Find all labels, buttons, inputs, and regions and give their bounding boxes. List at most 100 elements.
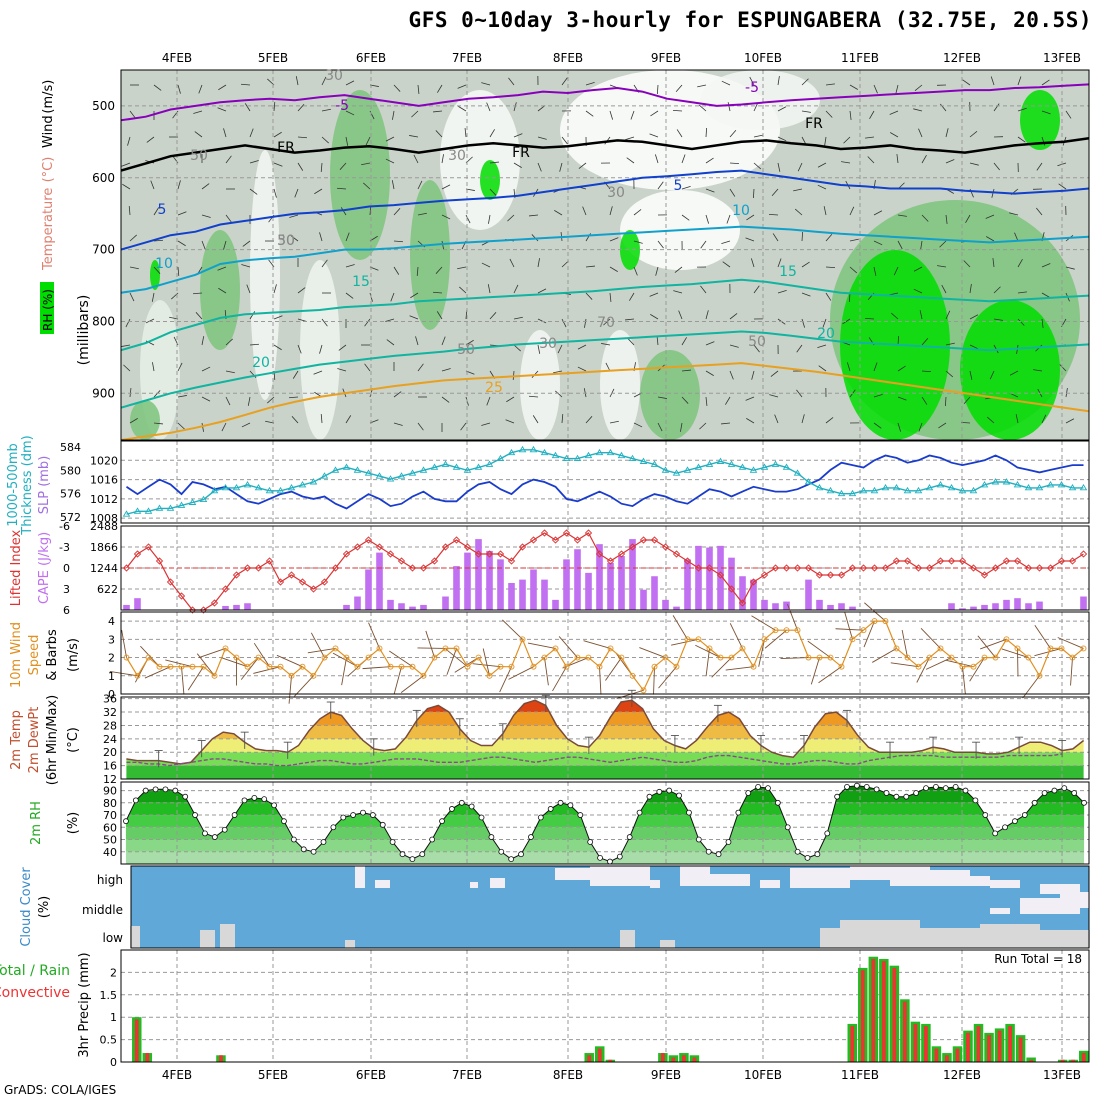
upper-wind-barb — [225, 155, 232, 164]
upper-wind-barb — [985, 214, 995, 219]
humidity-point — [1071, 790, 1078, 796]
thickness-point — [573, 454, 582, 462]
upper-wind-barb — [921, 396, 928, 405]
upper-wind-barb — [896, 154, 899, 164]
upper-wind-barb — [289, 214, 299, 218]
upper-wind-barb — [1041, 318, 1044, 328]
wind-speed-point — [288, 672, 295, 679]
wind-barb — [310, 632, 325, 658]
wind-barb — [362, 666, 391, 670]
upper-wind-barb — [722, 261, 731, 268]
upper-wind-barb — [411, 110, 419, 118]
upper-wind-barb — [223, 240, 227, 250]
upper-wind-barb — [681, 214, 690, 221]
wind-axis-label-c: & Barbs — [45, 629, 60, 681]
upper-wind-barb — [705, 157, 714, 164]
upper-wind-barb — [345, 80, 355, 86]
humidity-axis-label: 2m RH — [29, 801, 44, 845]
upper-wind-barb — [897, 396, 907, 401]
upper-wind-barb — [1009, 392, 1019, 398]
cloud-block — [220, 924, 235, 948]
upper-wind-barb — [585, 81, 595, 86]
lifted-index-point — [496, 550, 505, 558]
contour-label: 20 — [817, 326, 835, 342]
lifted-index-point — [650, 536, 659, 544]
humidity-point — [972, 797, 979, 804]
humidity-point — [172, 787, 179, 794]
slp-tick-label: 1020 — [90, 454, 118, 467]
lifted-index-point — [925, 564, 934, 572]
date-label-top: 6FEB — [356, 51, 386, 65]
wind-barb — [425, 630, 435, 658]
cape-bar — [728, 557, 735, 610]
upper-wind-barb — [561, 260, 569, 268]
humidity-point — [1021, 812, 1028, 818]
upper-wind-barb — [1017, 76, 1022, 86]
precip-convective-bar — [955, 1048, 960, 1062]
wind-barb — [764, 629, 787, 649]
lifted-index-point — [507, 557, 516, 565]
upper-wind-barb — [319, 344, 323, 354]
upper-wind-barb — [513, 162, 522, 168]
precip-convective-bar — [1060, 1059, 1065, 1062]
wind-speed-point — [266, 663, 273, 670]
rh-patch — [150, 260, 160, 290]
humidity-point — [903, 793, 910, 800]
cape-bar — [1014, 598, 1021, 610]
upper-wind-barb — [601, 343, 611, 346]
upper-wind-barb — [676, 129, 683, 138]
lifted-index-point — [837, 571, 846, 579]
cape-bar — [354, 596, 361, 610]
upper-wind-barb — [314, 188, 323, 195]
cape-bar — [508, 582, 515, 610]
lifted-index-point — [463, 543, 472, 551]
cloud-axis-label: Cloud Cover — [19, 867, 34, 947]
wind-barb — [946, 659, 974, 668]
upper-wind-barb — [363, 182, 371, 190]
wind-speed-point — [750, 663, 757, 670]
upper-wind-barb — [849, 110, 852, 120]
precip-convective-bar — [587, 1055, 592, 1062]
cape-bar — [475, 539, 482, 610]
humidity-point — [567, 802, 574, 809]
thickness-point — [463, 466, 472, 473]
temperature-line — [126, 699, 1085, 765]
wind-speed-point — [343, 654, 350, 661]
cloud-block — [590, 866, 650, 886]
upper-wind-barb — [249, 188, 258, 195]
humidity-point — [1051, 787, 1058, 794]
upper-wind-barb — [201, 183, 210, 190]
upper-wind-barb — [969, 344, 979, 350]
humidity-point — [478, 814, 485, 821]
wind-speed-point — [706, 645, 713, 652]
wind-speed-point — [167, 663, 174, 670]
lifted-index-point — [562, 529, 571, 537]
upper-wind-barb — [313, 370, 323, 375]
thickness-point — [1035, 483, 1044, 491]
lifted-index-point — [958, 557, 967, 565]
lifted-index-point — [1068, 557, 1077, 565]
thickness-point — [650, 460, 659, 467]
humidity-point — [192, 812, 198, 818]
lifted-index-point — [738, 599, 747, 607]
wind-barb — [294, 675, 314, 697]
upper-wind-barb — [585, 265, 595, 268]
wind-speed-point — [794, 627, 801, 634]
date-label-bottom: 8FEB — [553, 1068, 583, 1082]
lifted-index-point — [1035, 564, 1044, 572]
wind-speed-point — [156, 663, 163, 670]
humidity-point — [419, 851, 426, 858]
upper-wind-barb — [585, 110, 594, 117]
thickness-point — [408, 469, 417, 476]
lifted-index-point — [639, 536, 648, 544]
upper-wind-barb — [721, 80, 731, 86]
cape-bar — [596, 544, 603, 610]
upper-wind-barb — [532, 415, 539, 424]
lifted-index-point — [672, 550, 681, 558]
humidity-band — [125, 827, 1085, 840]
upper-wind-barb — [417, 422, 424, 431]
upper-wind-barb — [673, 290, 683, 294]
upper-wind-barb — [129, 234, 137, 242]
li-tick-label: 0 — [63, 562, 70, 575]
lifted-index-axis-label: Lifted Index — [9, 529, 24, 606]
